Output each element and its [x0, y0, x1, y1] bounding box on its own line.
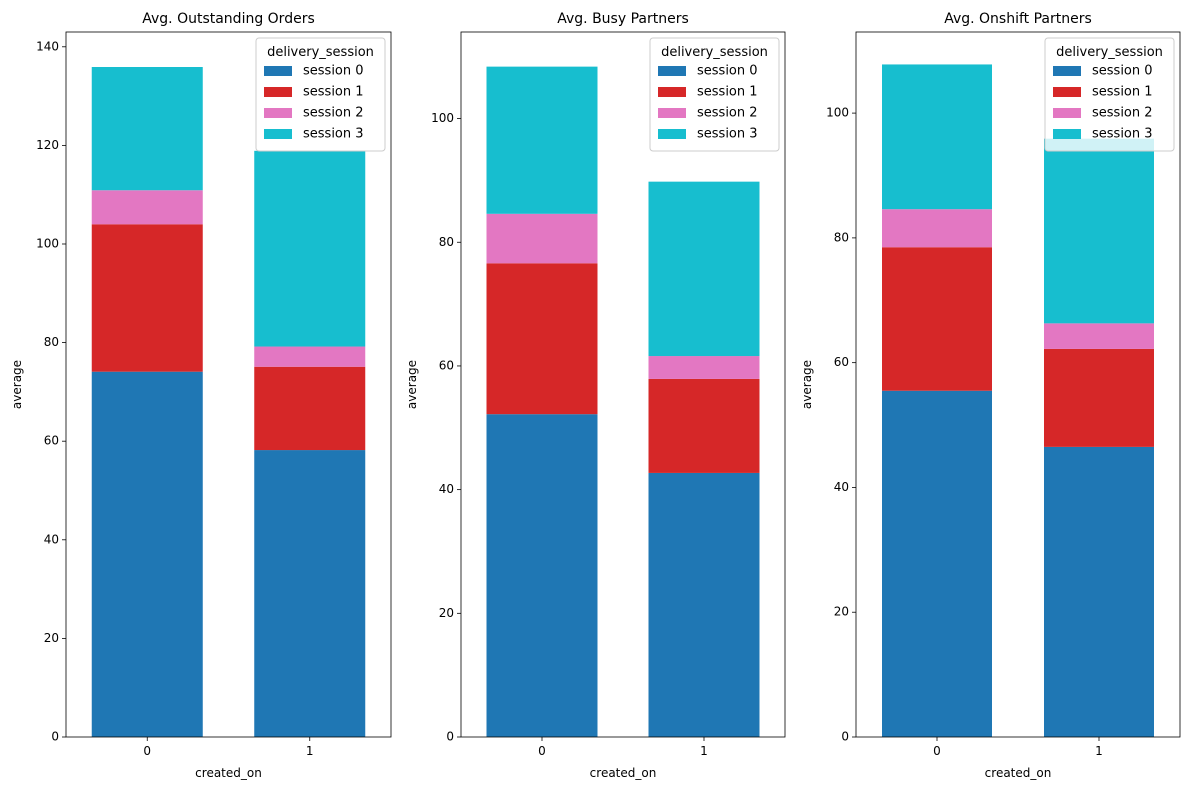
- bar-1-session-3: [1044, 138, 1154, 324]
- legend-swatch-2: [658, 108, 686, 118]
- y-tick-label: 60: [439, 358, 454, 372]
- legend-swatch-0: [264, 66, 292, 76]
- x-tick-label: 0: [933, 744, 941, 758]
- bars: [882, 64, 1154, 737]
- y-tick-label: 120: [36, 138, 59, 152]
- bar-1-session-2: [254, 346, 366, 367]
- bar-0-session-0: [486, 414, 598, 737]
- bar-1-session-1: [1044, 348, 1154, 447]
- y-tick-label: 0: [51, 730, 59, 744]
- y-tick-label: 40: [834, 480, 849, 494]
- y-tick-label: 20: [439, 606, 454, 620]
- legend-title: delivery_session: [661, 45, 768, 60]
- bar-1-session-0: [1044, 446, 1154, 737]
- legend-label-3: session 3: [697, 127, 758, 142]
- y-tick-label: 60: [834, 355, 849, 369]
- y-tick-label: 0: [841, 730, 849, 744]
- legend-label-2: session 2: [697, 106, 758, 121]
- x-axis-label: created_on: [985, 766, 1052, 780]
- legend-label-3: session 3: [1092, 127, 1153, 142]
- legend-swatch-1: [264, 87, 292, 97]
- y-tick-label: 80: [44, 335, 59, 349]
- x-axis-label: created_on: [195, 766, 262, 780]
- legend-label-0: session 0: [1092, 64, 1153, 79]
- legend-label-0: session 0: [303, 64, 364, 79]
- legend-label-0: session 0: [697, 64, 758, 79]
- y-tick-label: 80: [439, 235, 454, 249]
- legend-label-1: session 1: [1092, 85, 1153, 100]
- bar-1-session-0: [648, 472, 760, 737]
- y-tick-label: 20: [834, 605, 849, 619]
- subplot-0: 0 20 40 60 80 100 120 140 0 1 Avg. Outstanding Ord…: [10, 11, 392, 780]
- legend-title: delivery_session: [267, 45, 374, 60]
- bar-1-session-3: [254, 150, 366, 347]
- bar-0-session-1: [486, 263, 598, 415]
- bar-0-session-1: [882, 247, 992, 391]
- legend-label-3: session 3: [303, 127, 364, 142]
- y-tick-label: 60: [44, 434, 59, 448]
- y-axis-label: average: [405, 360, 419, 409]
- bar-1-session-1: [254, 366, 366, 451]
- y-axis-label: average: [10, 360, 24, 409]
- subplot-2: 0 20 40 60 80 100 0 1 Avg. Onshift Partners creat…: [800, 11, 1181, 780]
- legend-label-1: session 1: [697, 85, 758, 100]
- y-tick-label: 100: [431, 111, 454, 125]
- x-tick-label: 0: [143, 744, 151, 758]
- bar-0-session-3: [486, 66, 598, 214]
- chart-title: Avg. Outstanding Orders: [142, 11, 315, 27]
- y-tick-label: 100: [36, 236, 59, 250]
- bar-0-session-3: [91, 67, 203, 191]
- legend-swatch-0: [1053, 66, 1081, 76]
- bar-0-session-0: [91, 371, 203, 737]
- bar-1-session-0: [254, 450, 366, 737]
- y-tick-label: 100: [826, 106, 849, 120]
- bars: [91, 67, 366, 737]
- y-axis-label: average: [800, 360, 814, 409]
- bar-1-session-1: [648, 378, 760, 473]
- legend-swatch-0: [658, 66, 686, 76]
- x-tick-label: 1: [306, 744, 314, 758]
- legend-swatch-1: [658, 87, 686, 97]
- legend-label-2: session 2: [1092, 106, 1153, 121]
- legend-title: delivery_session: [1056, 45, 1163, 60]
- y-tick-label: 40: [44, 532, 59, 546]
- legend-swatch-1: [1053, 87, 1081, 97]
- y-tick-label: 140: [36, 39, 59, 53]
- legend-swatch-3: [1053, 129, 1081, 139]
- legend-label-1: session 1: [303, 85, 364, 100]
- bar-1-session-2: [1044, 323, 1154, 349]
- axes-frame: [65, 31, 392, 738]
- subplot-1: 0 20 40 60 80 100 0 1 Avg. Busy Partners created_…: [405, 11, 786, 780]
- bar-1-session-2: [648, 356, 760, 379]
- bar-0-session-2: [486, 213, 598, 264]
- bar-0-session-0: [882, 390, 992, 737]
- chart-title: Avg. Onshift Partners: [944, 11, 1092, 27]
- bar-0-session-2: [882, 209, 992, 248]
- bar-0-session-2: [91, 190, 203, 225]
- axes-frame: [460, 31, 786, 738]
- bar-1-session-3: [648, 181, 760, 357]
- legend-swatch-2: [1053, 108, 1081, 118]
- y-tick-label: 40: [439, 482, 454, 496]
- x-axis-label: created_on: [590, 766, 657, 780]
- y-tick-label: 80: [834, 230, 849, 244]
- x-tick-label: 0: [538, 744, 546, 758]
- legend-swatch-3: [264, 129, 292, 139]
- axes-frame: [855, 31, 1181, 738]
- bar-0-session-3: [882, 64, 992, 210]
- bar-0-session-1: [91, 224, 203, 372]
- y-tick-label: 0: [446, 730, 454, 744]
- x-tick-label: 1: [700, 744, 708, 758]
- legend-label-2: session 2: [303, 106, 364, 121]
- legend-swatch-3: [658, 129, 686, 139]
- y-tick-label: 20: [44, 631, 59, 645]
- x-tick-label: 1: [1095, 744, 1103, 758]
- chart-title: Avg. Busy Partners: [557, 11, 689, 27]
- legend-swatch-2: [264, 108, 292, 118]
- bars: [486, 66, 760, 737]
